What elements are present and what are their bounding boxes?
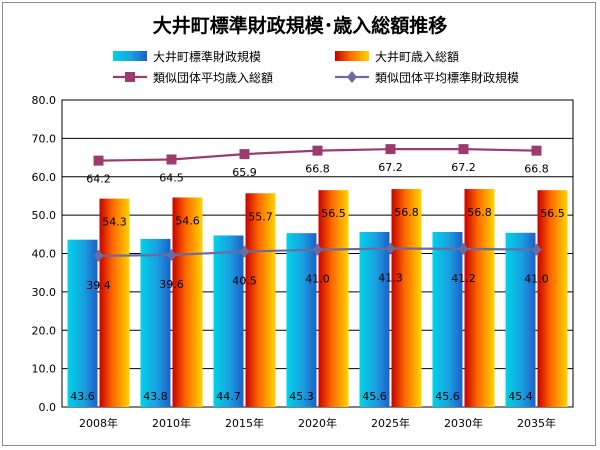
line-marker <box>166 249 177 262</box>
data-label-similar-standard: 41.2 <box>451 272 476 285</box>
line-marker <box>312 243 323 256</box>
legend-label: 大井町歳入総額 <box>375 50 459 64</box>
line-marker <box>458 242 469 255</box>
data-label-revenue-total: 54.3 <box>102 216 127 229</box>
data-label-similar-standard: 39.4 <box>86 279 111 292</box>
bar-standard-scale <box>140 238 171 407</box>
bar-revenue-total <box>99 198 130 407</box>
data-label-similar-standard: 41.0 <box>305 273 330 286</box>
x-tick-label: 2015年 <box>225 416 264 430</box>
legend-marker <box>125 72 135 82</box>
data-label-standard-scale: 43.6 <box>70 390 95 403</box>
legend-marker <box>347 71 357 83</box>
data-label-similar-revenue: 64.2 <box>86 173 111 186</box>
data-label-revenue-total: 56.5 <box>540 207 565 220</box>
bar-revenue-total <box>391 189 422 407</box>
bar-standard-scale <box>432 232 463 407</box>
line-marker <box>385 144 396 155</box>
line-marker <box>531 145 542 156</box>
data-label-revenue-total: 56.8 <box>467 206 492 219</box>
data-label-similar-revenue: 67.2 <box>451 161 476 174</box>
data-label-revenue-total: 55.7 <box>248 210 273 223</box>
line-marker <box>239 245 250 258</box>
bar-revenue-total <box>318 190 349 407</box>
y-tick-label: 30.0 <box>32 286 57 299</box>
data-label-standard-scale: 45.4 <box>508 390 533 403</box>
legend-label: 類似団体平均標準財政規模 <box>375 70 519 85</box>
data-label-standard-scale: 45.6 <box>435 390 460 403</box>
line-marker <box>385 242 396 255</box>
y-tick-label: 60.0 <box>32 171 57 184</box>
bar-revenue-total <box>172 197 203 407</box>
bar-standard-scale <box>213 235 244 407</box>
line-marker <box>166 154 177 165</box>
legend-swatch <box>113 51 147 61</box>
y-tick-label: 20.0 <box>32 324 57 337</box>
legend-label: 大井町標準財政規模 <box>153 49 261 64</box>
data-label-standard-scale: 43.8 <box>143 390 168 403</box>
plot-area: 0.0 10.0 20.0 30.0 40.0 50.0 60.0 70.0 80.0 2008年… <box>32 94 574 430</box>
bar-revenue-total <box>537 190 568 407</box>
y-tick-label: 40.0 <box>32 248 57 261</box>
data-label-similar-revenue: 66.8 <box>305 163 330 176</box>
data-label-similar-standard: 39.6 <box>159 278 184 291</box>
bar-revenue-total <box>245 193 276 407</box>
bar-standard-scale <box>286 233 317 407</box>
bar-revenue-total <box>464 189 495 407</box>
x-tick-label: 2010年 <box>152 416 191 430</box>
line-marker <box>312 145 323 156</box>
y-tick-label: 0.0 <box>39 401 57 414</box>
y-tick-label: 50.0 <box>32 209 57 222</box>
bar-standard-scale <box>67 239 98 407</box>
line-marker <box>93 155 104 166</box>
line-marker <box>458 144 469 155</box>
data-label-similar-revenue: 66.8 <box>524 163 549 176</box>
data-label-revenue-total: 56.8 <box>394 206 419 219</box>
data-label-standard-scale: 44.7 <box>216 390 241 403</box>
y-tick-label: 10.0 <box>32 363 57 376</box>
x-tick-label: 2035年 <box>517 416 556 430</box>
data-label-revenue-total: 56.5 <box>321 207 346 220</box>
data-label-similar-revenue: 65.9 <box>232 166 257 179</box>
data-label-standard-scale: 45.3 <box>289 390 314 403</box>
data-label-similar-standard: 41.0 <box>524 273 549 286</box>
data-label-standard-scale: 45.6 <box>362 390 387 403</box>
legend-swatch <box>335 51 369 61</box>
y-tick-label: 80.0 <box>32 94 57 107</box>
line-marker <box>93 249 104 262</box>
line-marker <box>239 149 250 160</box>
data-label-similar-standard: 41.3 <box>378 272 403 285</box>
data-label-revenue-total: 54.6 <box>175 214 200 227</box>
y-tick-label: 70.0 <box>32 132 57 145</box>
data-label-similar-revenue: 64.5 <box>159 171 184 184</box>
x-tick-label: 2008年 <box>79 416 118 430</box>
x-tick-label: 2030年 <box>444 416 483 430</box>
data-label-similar-revenue: 67.2 <box>378 161 403 174</box>
legend-label: 類似団体平均歳入総額 <box>153 71 273 85</box>
bar-standard-scale <box>359 232 390 407</box>
data-label-similar-standard: 40.5 <box>232 275 257 288</box>
line-marker <box>531 243 542 256</box>
chart-title: 大井町標準財政規模･歳入総額推移 <box>153 14 448 37</box>
bar-standard-scale <box>505 232 536 407</box>
x-tick-label: 2025年 <box>371 416 410 430</box>
x-tick-label: 2020年 <box>298 416 337 430</box>
